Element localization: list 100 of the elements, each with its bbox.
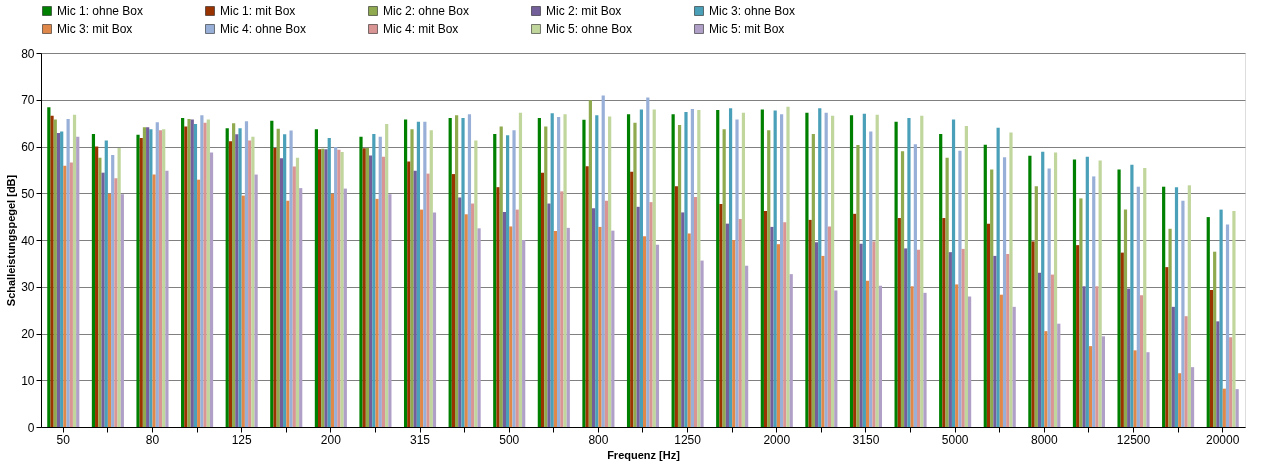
bar (1031, 241, 1035, 427)
bar (76, 136, 80, 427)
bar (728, 108, 733, 427)
bar (101, 172, 105, 427)
bar (155, 122, 159, 427)
bar (913, 144, 917, 427)
bar (423, 121, 427, 427)
bar (633, 122, 637, 427)
bar (60, 131, 64, 427)
bar (566, 227, 570, 427)
bar (626, 114, 631, 427)
bar (990, 169, 994, 427)
bar (416, 121, 421, 427)
bar (1229, 337, 1233, 427)
bar (493, 133, 497, 427)
bar (773, 110, 777, 427)
bar (588, 100, 592, 427)
bar (461, 117, 465, 427)
bar (181, 117, 185, 427)
bar (818, 108, 822, 427)
bar (432, 212, 437, 427)
bar (451, 174, 455, 427)
bar (1044, 331, 1048, 427)
bar (515, 209, 519, 427)
bar (540, 172, 545, 427)
bar (279, 158, 284, 427)
bar (916, 249, 921, 427)
bar (1047, 168, 1051, 427)
bar (254, 174, 258, 427)
bar (1085, 156, 1089, 427)
x-tick-label: 200 (320, 432, 342, 447)
bar (872, 241, 876, 427)
bar (608, 116, 612, 427)
bar (639, 109, 643, 427)
bar (763, 211, 768, 427)
x-tick-label: 800 (588, 432, 609, 447)
bar (56, 132, 61, 427)
bar (1209, 290, 1214, 427)
bar (184, 126, 188, 427)
bar (372, 133, 376, 427)
bar (582, 119, 586, 427)
bar (114, 178, 118, 427)
bar (420, 209, 424, 427)
bar (72, 114, 77, 427)
bar (1053, 152, 1058, 427)
bar (1136, 186, 1140, 427)
bar (544, 126, 548, 427)
bar (1139, 295, 1144, 427)
bar (388, 194, 392, 427)
bar (550, 113, 554, 427)
x-tick-label: 1250 (674, 432, 702, 447)
legend-label: Mic 4: ohne Box (220, 22, 307, 36)
bar (107, 193, 112, 427)
x-tick-label: 3150 (852, 432, 880, 447)
x-tick-label: 50 (56, 432, 71, 447)
bar (47, 107, 51, 427)
x-tick-label: 2000 (763, 432, 791, 447)
bar (270, 120, 274, 427)
bar (745, 265, 749, 427)
bar (474, 140, 478, 427)
x-tick-label: 80 (145, 432, 160, 447)
bar (1184, 316, 1188, 427)
bar (591, 208, 596, 427)
bar (897, 218, 901, 427)
bar (904, 248, 908, 427)
bar (1130, 164, 1134, 427)
legend-label: Mic 4: mit Box (383, 22, 459, 36)
bar (961, 248, 965, 427)
bar (776, 244, 780, 427)
bar (104, 140, 108, 427)
bar (767, 130, 771, 427)
bar (945, 157, 949, 427)
x-tick-label: 315 (410, 432, 431, 447)
bar (152, 174, 156, 427)
bar (604, 200, 609, 427)
bar (595, 115, 599, 427)
y-tick-label: 0 (27, 420, 35, 435)
bar (760, 109, 764, 427)
legend-label: Mic 5: ohne Box (546, 22, 633, 36)
bar (553, 231, 558, 427)
bar (467, 114, 472, 427)
bar (235, 134, 239, 427)
bar (162, 129, 166, 427)
bar (1133, 350, 1137, 427)
bar (741, 112, 746, 427)
y-tick-label: 60 (21, 140, 35, 154)
bar (327, 138, 331, 427)
legend-label: Mic 3: ohne Box (709, 4, 796, 18)
bar (518, 112, 523, 427)
bar (537, 117, 541, 427)
bar (1082, 286, 1086, 427)
bar (811, 133, 815, 427)
bar (1206, 217, 1210, 427)
bar (681, 212, 685, 427)
bar (859, 243, 863, 427)
bar (98, 157, 102, 427)
bar (385, 124, 389, 427)
bar (1187, 185, 1191, 427)
bar (232, 123, 236, 427)
bar (1127, 288, 1131, 427)
